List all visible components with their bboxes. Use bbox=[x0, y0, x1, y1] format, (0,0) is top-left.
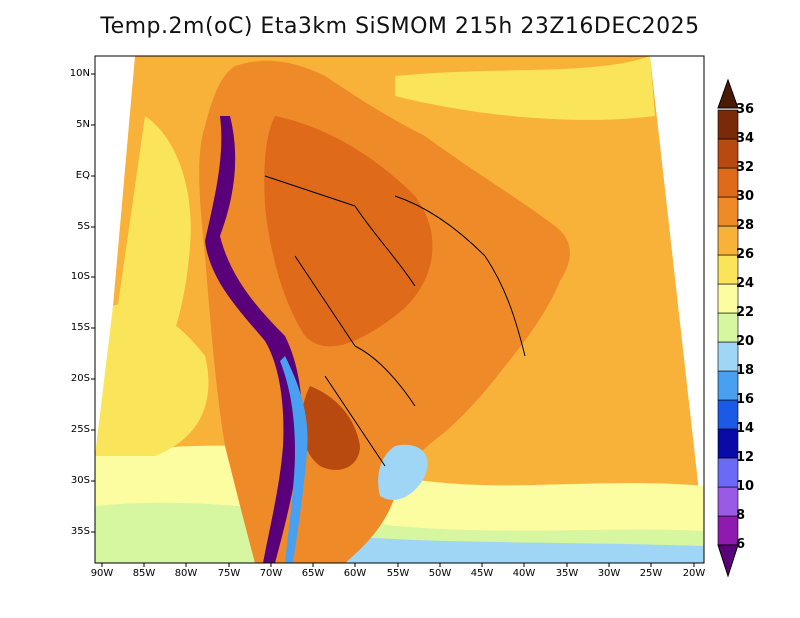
colorbar-segment bbox=[717, 196, 739, 227]
colorbar-segment bbox=[717, 283, 739, 314]
colorbar-label: 26 bbox=[736, 247, 755, 262]
colorbar-label: 34 bbox=[736, 131, 755, 146]
lat-label: 35S bbox=[70, 526, 90, 537]
lat-label: 5S bbox=[77, 221, 90, 232]
colorbar-label: 20 bbox=[736, 334, 755, 349]
lon-label: 75W bbox=[217, 568, 241, 579]
lon-label: 30W bbox=[597, 568, 621, 579]
colorbar-label: 36 bbox=[736, 102, 755, 117]
colorbar-segment bbox=[717, 341, 739, 372]
colorbar-segment bbox=[717, 109, 739, 140]
colorbar-top-arrow bbox=[717, 78, 739, 109]
colorbar-segments bbox=[717, 109, 739, 546]
colorbar-segment bbox=[717, 225, 739, 256]
colorbar-segment bbox=[717, 486, 739, 517]
lat-label: 5N bbox=[76, 119, 90, 130]
lon-label: 40W bbox=[512, 568, 536, 579]
colorbar-label: 32 bbox=[736, 160, 755, 175]
colorbar-label: 24 bbox=[736, 276, 755, 291]
colorbar-label: 6 bbox=[736, 537, 746, 552]
colorbar-segment bbox=[717, 167, 739, 198]
lon-label: 35W bbox=[555, 568, 579, 579]
colorbar-segment bbox=[717, 399, 739, 430]
lon-label: 90W bbox=[90, 568, 114, 579]
lon-label: 55W bbox=[386, 568, 410, 579]
lon-label: 85W bbox=[132, 568, 156, 579]
colorbar-segment bbox=[717, 370, 739, 401]
colorbar-segment bbox=[717, 428, 739, 459]
colorbar-segment bbox=[717, 254, 739, 285]
lon-label: 80W bbox=[174, 568, 198, 579]
colorbar-label: 10 bbox=[736, 479, 755, 494]
lat-label: EQ bbox=[75, 170, 90, 181]
colorbar-label: 28 bbox=[736, 218, 755, 233]
colorbar-label: 22 bbox=[736, 305, 755, 320]
colorbar-segment bbox=[717, 312, 739, 343]
lat-label: 30S bbox=[70, 475, 90, 486]
colorbar-label: 30 bbox=[736, 189, 755, 204]
colorbar-segment bbox=[717, 515, 739, 546]
lon-label: 60W bbox=[343, 568, 367, 579]
lon-label: 65W bbox=[301, 568, 325, 579]
colorbar-segment bbox=[717, 457, 739, 488]
chart-title: Temp.2m(oC) Eta3km SiSMOM 215h 23Z16DEC2… bbox=[100, 14, 700, 39]
colorbar-label: 18 bbox=[736, 363, 755, 378]
colorbar-label: 14 bbox=[736, 421, 755, 436]
lon-label: 25W bbox=[639, 568, 663, 579]
colorbar-label: 12 bbox=[736, 450, 755, 465]
lat-label: 10N bbox=[69, 68, 90, 79]
lon-label: 50W bbox=[428, 568, 452, 579]
lat-label: 10S bbox=[70, 271, 90, 282]
colorbar-segment bbox=[717, 138, 739, 169]
lat-label: 25S bbox=[70, 424, 90, 435]
colorbar-label: 16 bbox=[736, 392, 755, 407]
lon-label: 20W bbox=[682, 568, 706, 579]
colorbar-label: 8 bbox=[736, 508, 746, 523]
lon-label: 45W bbox=[470, 568, 494, 579]
lon-label: 70W bbox=[259, 568, 283, 579]
colorbar-bottom-arrow bbox=[717, 544, 739, 578]
lat-label: 20S bbox=[70, 373, 90, 384]
lat-label: 15S bbox=[70, 322, 90, 333]
